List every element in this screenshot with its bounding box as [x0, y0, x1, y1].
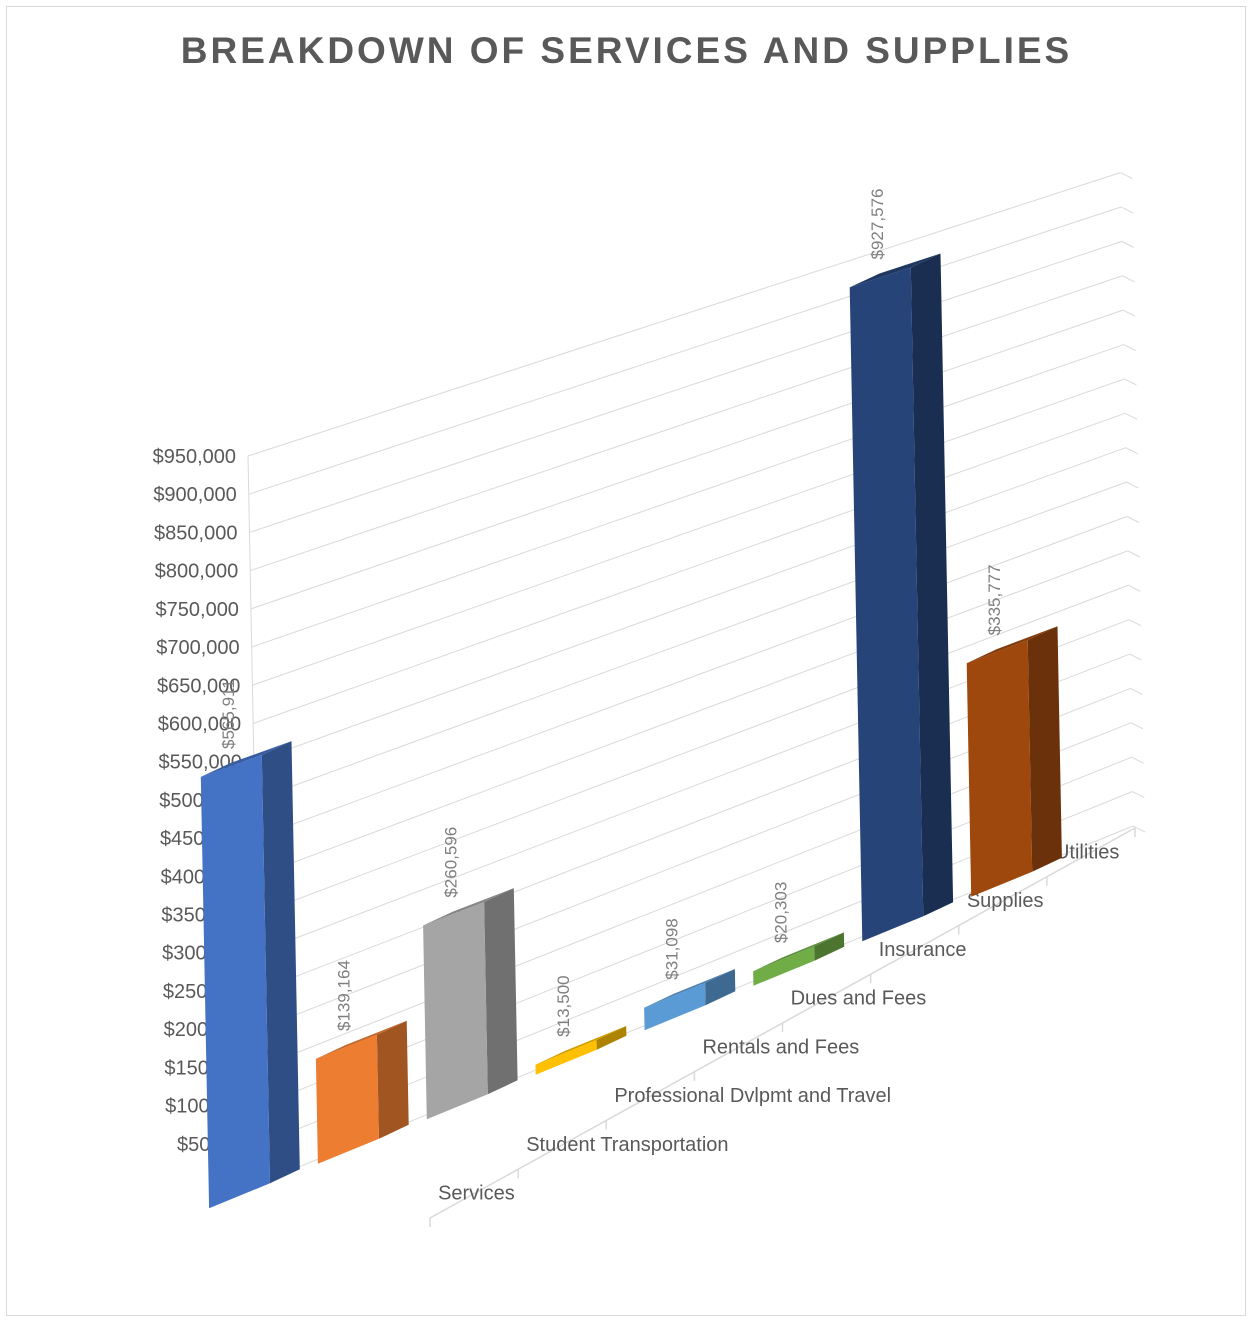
gridline [250, 309, 1124, 610]
x-category-label: Supplies [967, 890, 1044, 912]
gridline-side [1125, 447, 1138, 455]
gridline-side [1130, 687, 1143, 695]
x-category-label: Services [438, 1183, 515, 1205]
gridline-side [1128, 619, 1142, 627]
y-tick-label: $850,000 [154, 522, 237, 544]
gridline [255, 516, 1128, 839]
bar-side [596, 1026, 627, 1050]
y-tick-label: $600,000 [158, 713, 241, 735]
bar-top [753, 932, 844, 972]
gridline [252, 378, 1125, 686]
bar-side [705, 969, 736, 1006]
gridline [252, 412, 1126, 724]
bar-top [200, 741, 292, 777]
bar-top [644, 969, 735, 1008]
bar [966, 626, 1062, 897]
gridline-side [1132, 791, 1145, 799]
x-category-label: Insurance [879, 939, 967, 961]
data-label: $20,303 [772, 882, 791, 943]
bar-front [849, 267, 924, 942]
data-label: $260,596 [442, 827, 461, 898]
bar-side [814, 932, 845, 961]
gridline [250, 275, 1123, 572]
gridline [255, 550, 1128, 877]
gridline [248, 206, 1122, 495]
gridline [247, 172, 1121, 457]
bar-front [315, 1034, 379, 1164]
gridline-side [1122, 275, 1135, 283]
bar-front [535, 1039, 597, 1075]
bar [644, 969, 736, 1031]
gridline-side [1132, 825, 1146, 833]
bar [315, 1020, 409, 1164]
bar [535, 1026, 627, 1075]
gridline-side [1120, 172, 1133, 180]
data-label: $335,777 [985, 564, 1004, 635]
gridline-side [1123, 344, 1136, 351]
bar [200, 741, 300, 1209]
gridline-side [1128, 584, 1141, 592]
y-tick-label: $750,000 [156, 599, 239, 621]
y-tick-label: $800,000 [155, 561, 238, 583]
gridline [251, 344, 1124, 648]
gridline-side [1122, 309, 1136, 317]
data-label: $139,164 [334, 960, 353, 1031]
x-category-label: Utilities [1055, 841, 1119, 863]
y-tick-label: $950,000 [153, 446, 236, 468]
bar-front [966, 640, 1033, 897]
bar-front [423, 902, 488, 1120]
bar-front [200, 755, 270, 1209]
bar [849, 253, 954, 942]
x-category-label: Dues and Fees [791, 988, 927, 1010]
data-label: $13,500 [554, 975, 573, 1036]
chart-title: BREAKDOWN OF SERVICES AND SUPPLIES [180, 30, 1073, 71]
y-tick-label: $900,000 [153, 484, 236, 506]
gridline-side [1126, 481, 1139, 489]
bar-front [644, 982, 706, 1031]
gridline-side [1124, 378, 1137, 386]
data-label: $565,911 [219, 679, 238, 749]
gridline [254, 481, 1127, 801]
bar-front [753, 946, 815, 986]
y-tick-label: $700,000 [156, 637, 239, 659]
gridline [253, 447, 1126, 763]
gridline-side [1126, 516, 1140, 523]
bar-top [315, 1020, 407, 1059]
bar-side [376, 1020, 409, 1139]
bar-top [535, 1026, 627, 1065]
x-category-label: Rentals and Fees [702, 1036, 859, 1058]
gridline-side [1120, 206, 1134, 214]
gridline-side [1131, 756, 1144, 764]
bar-side [484, 888, 518, 1095]
bar-side [910, 253, 954, 917]
bars [200, 253, 1062, 1209]
data-label: $31,098 [663, 918, 682, 979]
y-tick-label: $650,000 [157, 675, 240, 697]
data-labels: $565,911 $139,164 $260,596 $13,500 $31,098 $2… [219, 189, 1004, 1037]
gridline-side [1130, 722, 1144, 730]
gridline-side [1127, 550, 1140, 558]
gridline [249, 240, 1122, 533]
gridline [256, 584, 1129, 915]
x-category-label: Student Transportation [526, 1134, 728, 1156]
x-category-label: Professional Dvlpmt and Travel [614, 1085, 891, 1107]
bar-top [423, 888, 514, 926]
bar-top [966, 626, 1058, 664]
bar-side [261, 741, 300, 1184]
bar [423, 888, 518, 1120]
bar-top [849, 253, 941, 288]
gridline-side [1121, 240, 1134, 248]
gridline-side [1129, 653, 1142, 661]
gridline-side [1124, 412, 1138, 420]
data-label: $927,576 [868, 189, 887, 260]
bar [753, 932, 845, 986]
bar-side [1027, 626, 1062, 872]
